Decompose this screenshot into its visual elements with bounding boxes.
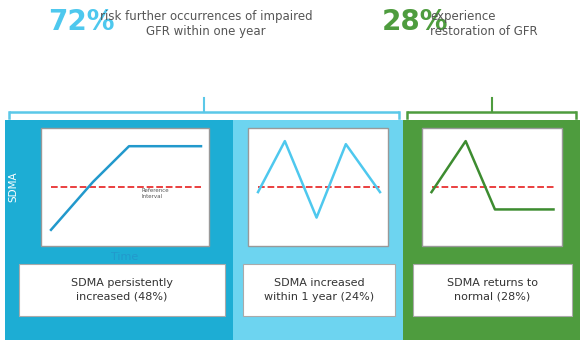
Text: SDMA increased
within 1 year (24%): SDMA increased within 1 year (24%) [264, 278, 374, 302]
Text: 28%: 28% [382, 8, 449, 36]
Bar [413, 264, 572, 316]
Text: SDMA returns to
normal (28%): SDMA returns to normal (28%) [447, 278, 538, 302]
Bar [19, 264, 225, 316]
Text: SDMA persistently
increased (48%): SDMA persistently increased (48%) [71, 278, 173, 302]
Text: experience
restoration of GFR: experience restoration of GFR [430, 10, 538, 38]
Text: 72%: 72% [48, 8, 115, 36]
Text: SDMA: SDMA [8, 172, 18, 202]
Bar [243, 264, 395, 316]
Bar [41, 128, 209, 246]
Bar [422, 128, 562, 246]
Bar [233, 120, 403, 340]
Text: Reference
Interval: Reference Interval [141, 188, 168, 199]
Text: risk further occurrences of impaired
GFR within one year: risk further occurrences of impaired GFR… [100, 10, 312, 38]
Bar [403, 120, 580, 340]
Bar [5, 120, 233, 340]
Text: Time: Time [111, 252, 139, 262]
Bar [248, 128, 388, 246]
